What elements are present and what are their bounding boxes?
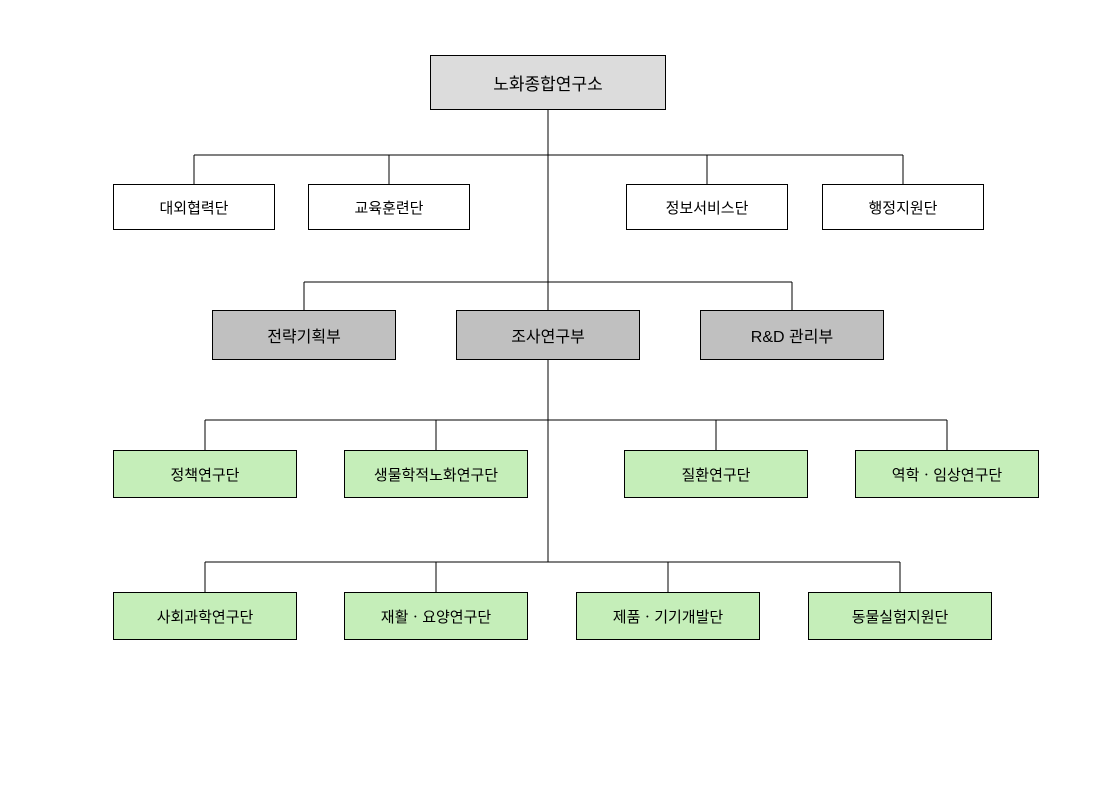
node-l4-4: 역학ㆍ임상연구단 [855,450,1039,498]
node-l3-1: 전략기획부 [212,310,396,360]
node-l2-4: 행정지원단 [822,184,984,230]
node-l3-2: 조사연구부 [456,310,640,360]
node-l4-3: 질환연구단 [624,450,808,498]
node-l5-3: 제품ㆍ기기개발단 [576,592,760,640]
org-chart-connectors [0,0,1109,800]
node-l3-3: R&D 관리부 [700,310,884,360]
node-l4-1: 정책연구단 [113,450,297,498]
node-l2-1: 대외협력단 [113,184,275,230]
node-l5-2: 재활ㆍ요양연구단 [344,592,528,640]
node-l5-1: 사회과학연구단 [113,592,297,640]
node-l4-2: 생물학적노화연구단 [344,450,528,498]
node-root: 노화종합연구소 [430,55,666,110]
node-l2-3: 정보서비스단 [626,184,788,230]
node-l5-4: 동물실험지원단 [808,592,992,640]
node-l2-2: 교육훈련단 [308,184,470,230]
